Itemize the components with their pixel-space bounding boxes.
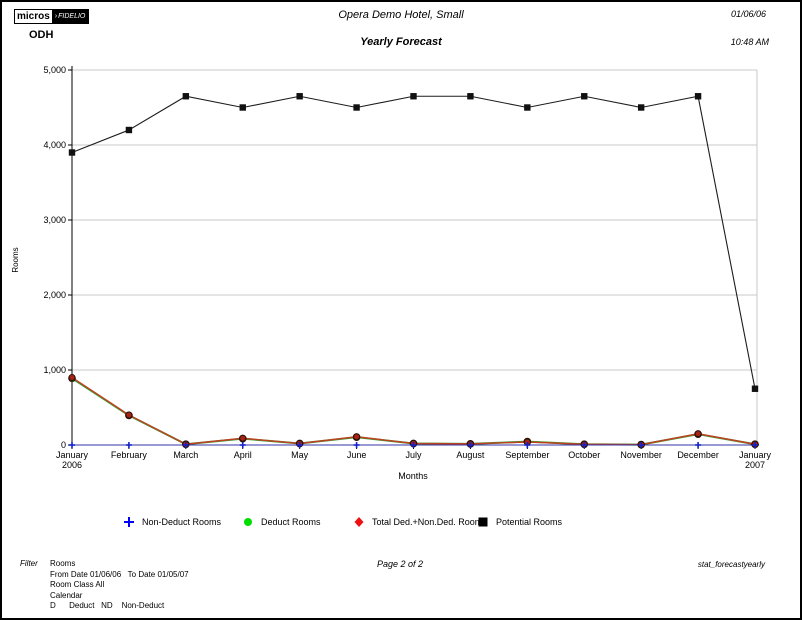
- marker-circle: [694, 430, 702, 438]
- legend-item-total-ded-non-ded-rooms: Total Ded.+Non.Ded. Rooms: [353, 516, 487, 528]
- report-file-name: stat_forecastyearly: [697, 560, 765, 569]
- legend-item-non-deduct-rooms: Non-Deduct Rooms: [123, 516, 221, 528]
- plus-marker-icon: [124, 517, 134, 527]
- x-axis-title: Months: [398, 471, 428, 481]
- forecast-chart: 01,0002,0003,0004,0005,000January2006Feb…: [11, 65, 772, 481]
- square-marker-icon: [478, 517, 488, 527]
- legend-label: Total Ded.+Non.Ded. Rooms: [372, 517, 487, 527]
- marker-square: [182, 93, 190, 100]
- marker-square: [694, 93, 702, 100]
- x-tick-label: April: [234, 450, 252, 460]
- marker-square: [581, 93, 588, 100]
- report-time: 10:48 AM: [730, 37, 769, 47]
- x-tick-label: January: [56, 450, 89, 460]
- x-tick-label: January: [739, 450, 772, 460]
- x-tick-label: February: [111, 450, 148, 460]
- y-tick-label: 5,000: [43, 65, 66, 75]
- micros-fidelio-logo: micros › FIDELIO: [14, 9, 90, 24]
- diamond-marker-icon: [354, 517, 364, 527]
- logo-arrow-icon: ›: [54, 13, 58, 20]
- report-subtitle: Yearly Forecast: [360, 36, 442, 48]
- marker-circle: [125, 411, 133, 419]
- report-title: Opera Demo Hotel, Small: [338, 9, 464, 21]
- x-tick-label: September: [505, 450, 549, 460]
- filter-line: Rooms: [50, 559, 76, 568]
- marker-square: [467, 93, 474, 100]
- marker-square: [125, 126, 133, 134]
- x-tick-label: May: [291, 450, 309, 460]
- x-tick-label: July: [405, 450, 422, 460]
- marker-square: [68, 149, 76, 156]
- marker-circle: [239, 434, 247, 442]
- x-tick-label: November: [620, 450, 662, 460]
- filter-line: Room Class All: [50, 580, 105, 589]
- x-tick-label: December: [677, 450, 719, 460]
- circle-marker-icon: [244, 518, 252, 526]
- y-tick-label: 0: [61, 440, 66, 450]
- series-line-2: [71, 376, 756, 446]
- filter-label: Filter: [20, 559, 38, 568]
- legend-label: Potential Rooms: [496, 517, 563, 527]
- marker-square: [296, 93, 303, 100]
- x-tick-label: June: [347, 450, 367, 460]
- x-tick-label: October: [568, 450, 600, 460]
- marker-square: [410, 93, 417, 100]
- x-tick-sublabel: 2007: [745, 460, 765, 470]
- marker-square: [353, 104, 360, 111]
- series-line-1: [71, 377, 756, 446]
- report-date: 01/06/06: [730, 9, 766, 19]
- x-tick-sublabel: 2006: [62, 460, 82, 470]
- y-tick-label: 4,000: [43, 140, 66, 150]
- marker-square: [239, 104, 246, 111]
- legend-item-deduct-rooms: Deduct Rooms: [242, 516, 321, 528]
- y-axis-title: Rooms: [11, 247, 20, 272]
- x-tick-label: August: [456, 450, 485, 460]
- y-tick-label: 1,000: [43, 365, 66, 375]
- series-line-3: [71, 95, 756, 389]
- legend-label: Non-Deduct Rooms: [142, 517, 222, 527]
- filter-line: From Date 01/06/06 To Date 01/05/07: [50, 569, 189, 579]
- hotel-code: ODH: [29, 29, 54, 41]
- page-number: Page 2 of 2: [377, 559, 424, 569]
- marker-circle: [68, 374, 76, 381]
- marker-circle: [353, 433, 361, 441]
- marker-square: [524, 104, 531, 111]
- filter-line: D Deduct ND Non-Deduct: [50, 601, 165, 610]
- fidelio-logo-text: › FIDELIO: [51, 10, 89, 23]
- chart-legend: Non-Deduct Rooms Deduct Rooms Total Ded.+N…: [2, 516, 800, 538]
- marker-square: [637, 104, 645, 111]
- micros-logo-text: micros: [15, 10, 52, 23]
- legend-item-potential-rooms: Potential Rooms: [477, 516, 562, 528]
- filter-line: Calendar: [50, 590, 83, 600]
- y-tick-label: 2,000: [43, 290, 66, 300]
- x-tick-label: March: [173, 450, 198, 460]
- y-tick-label: 3,000: [43, 215, 66, 225]
- marker-square: [751, 385, 759, 392]
- filter-criteria: Rooms From Date 01/06/06 To Date 01/05/07…: [50, 559, 189, 612]
- legend-label: Deduct Rooms: [261, 517, 321, 527]
